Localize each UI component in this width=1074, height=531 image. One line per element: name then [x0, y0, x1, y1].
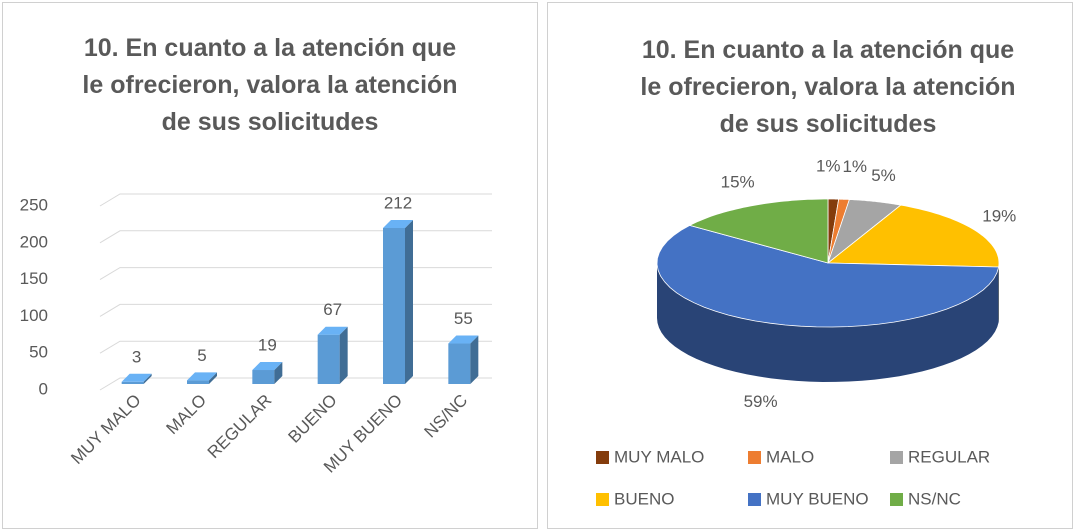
legend-swatch	[748, 451, 761, 464]
bar-face	[383, 227, 405, 384]
data-label: 19	[258, 336, 277, 355]
legend-label: MUY BUENO	[766, 489, 869, 508]
data-label: 19%	[982, 207, 1016, 226]
bar-face	[121, 373, 152, 382]
bar-face	[339, 326, 348, 384]
data-label: 67	[323, 300, 342, 319]
bar-face	[252, 362, 283, 371]
grid-line	[99, 340, 492, 354]
data-label: 1%	[816, 157, 841, 176]
bar-face	[448, 335, 479, 344]
bar	[383, 219, 413, 384]
bar-face	[470, 335, 479, 384]
legend-swatch	[890, 451, 903, 464]
data-label: 15%	[721, 172, 755, 191]
legend-swatch	[890, 493, 903, 506]
grid-line	[99, 303, 492, 317]
bar-face	[448, 343, 471, 384]
bar	[317, 326, 348, 384]
bar-panel	[2, 2, 538, 529]
bar	[121, 373, 152, 384]
bar	[448, 335, 479, 384]
data-label: 212	[384, 193, 412, 212]
bar-face	[209, 372, 217, 384]
pie-slice	[656, 224, 1000, 328]
pie-panel	[547, 2, 1073, 529]
bar-face	[187, 372, 217, 381]
pie-slice	[688, 198, 829, 264]
bar-face	[274, 362, 283, 384]
x-tick-label: MALO	[162, 391, 210, 439]
chart-title: 10. En cuanto a la atención que le ofrec…	[640, 36, 1016, 138]
grid-line	[99, 267, 492, 281]
x-tick-label: BUENO	[284, 391, 340, 447]
y-tick-label: 100	[20, 306, 48, 325]
pie-slice	[826, 204, 1000, 268]
legend-swatch	[748, 493, 761, 506]
data-label: 59%	[744, 392, 778, 411]
data-label: 1%	[842, 157, 867, 176]
y-tick-label: 0	[39, 379, 48, 398]
y-tick-label: 200	[20, 232, 48, 251]
legend-label: BUENO	[614, 489, 674, 508]
legend-label: MALO	[766, 447, 814, 466]
y-tick-label: 50	[29, 343, 48, 362]
bar-face	[383, 219, 413, 228]
grid-line	[99, 377, 492, 391]
bar-face	[121, 381, 144, 384]
data-label: 5	[197, 346, 206, 365]
bar	[187, 372, 217, 384]
grid-line	[99, 230, 492, 244]
bar-face	[405, 219, 413, 384]
data-label: 5%	[871, 166, 896, 185]
bar-face	[317, 334, 340, 384]
bar-face	[143, 373, 152, 384]
y-tick-label: 250	[20, 195, 48, 214]
legend-label: REGULAR	[908, 447, 990, 466]
legend-swatch	[596, 493, 609, 506]
x-tick-label: REGULAR	[204, 391, 276, 463]
bar-face	[317, 326, 348, 335]
pie-slice	[827, 199, 902, 265]
bar-face	[252, 370, 275, 384]
legend-swatch	[596, 451, 609, 464]
pie-side	[657, 263, 999, 382]
grid-line	[99, 193, 492, 207]
data-label: 55	[454, 309, 473, 328]
y-tick-label: 150	[20, 269, 48, 288]
bar-face	[187, 380, 209, 384]
x-tick-label: MUY MALO	[67, 391, 144, 468]
bar	[252, 362, 283, 384]
x-tick-label: NS/NC	[420, 391, 471, 442]
data-label: 3	[132, 347, 141, 366]
chart-title: 10. En cuanto a la atención que le ofrec…	[82, 34, 458, 136]
legend-label: MUY MALO	[614, 447, 704, 466]
legend-label: NS/NC	[908, 489, 961, 508]
